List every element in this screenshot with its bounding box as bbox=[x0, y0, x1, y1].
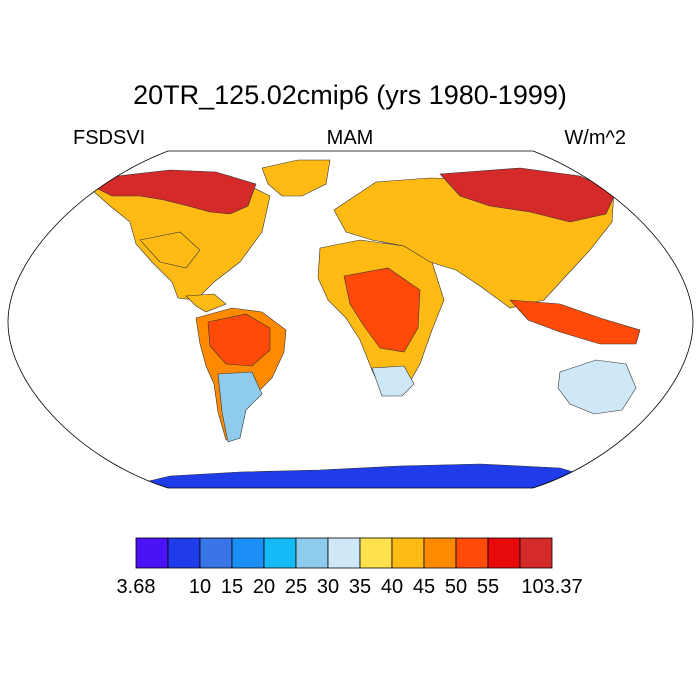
australia-region bbox=[557, 359, 637, 415]
colorbar-swatch bbox=[295, 537, 329, 569]
colorbar-tick-label: 45 bbox=[413, 576, 435, 598]
canada-arctic-region bbox=[95, 169, 257, 215]
colorbar-tick-label: 103.37 bbox=[521, 576, 582, 598]
colorbar-swatch bbox=[327, 537, 361, 569]
colorbar-tick-label: 20 bbox=[253, 576, 275, 598]
colorbar-swatch bbox=[423, 537, 457, 569]
greenland-region bbox=[261, 159, 331, 197]
patagonia-region bbox=[217, 371, 263, 443]
amazon-region bbox=[207, 313, 271, 367]
siberia-region bbox=[439, 167, 617, 223]
central-africa-region bbox=[343, 267, 421, 353]
colorbar-tick-label: 3.68 bbox=[117, 576, 156, 598]
colorbar-tick-label: 10 bbox=[189, 576, 211, 598]
colorbar-tick-label: 50 bbox=[445, 576, 467, 598]
antarctica-region bbox=[99, 463, 621, 488]
colorbar-tick-label: 35 bbox=[349, 576, 371, 598]
variable-label: FSDSVI bbox=[73, 127, 146, 149]
map-outline bbox=[7, 150, 694, 489]
colorbar-swatch bbox=[455, 537, 489, 569]
season-label: MAM bbox=[326, 127, 374, 149]
map-fill bbox=[91, 159, 641, 488]
north-america-region bbox=[185, 293, 227, 313]
colorbar-tick-label: 40 bbox=[381, 576, 403, 598]
plot-title: 20TR_125.02cmip6 (yrs 1980-1999) bbox=[133, 80, 567, 110]
colorbar-tick-label: 15 bbox=[221, 576, 243, 598]
colorbar-swatch bbox=[487, 537, 521, 569]
colorbar-tick-label: 25 bbox=[285, 576, 307, 598]
colorbar-swatch bbox=[231, 537, 265, 569]
colorbar-swatch bbox=[359, 537, 393, 569]
colorbar-swatch bbox=[263, 537, 297, 569]
southeast-asia-region bbox=[509, 299, 641, 345]
colorbar-swatch bbox=[519, 537, 553, 569]
colorbar-swatch bbox=[391, 537, 425, 569]
colorbar-tick-label: 55 bbox=[477, 576, 499, 598]
colorbar-tick-label: 30 bbox=[317, 576, 339, 598]
south-africa-region bbox=[371, 365, 415, 397]
colorbar-swatch bbox=[167, 537, 201, 569]
units-label: W/m^2 bbox=[564, 127, 626, 149]
colorbar-swatch bbox=[199, 537, 233, 569]
north-america-region bbox=[139, 231, 201, 269]
colorbar-swatch bbox=[135, 537, 169, 569]
